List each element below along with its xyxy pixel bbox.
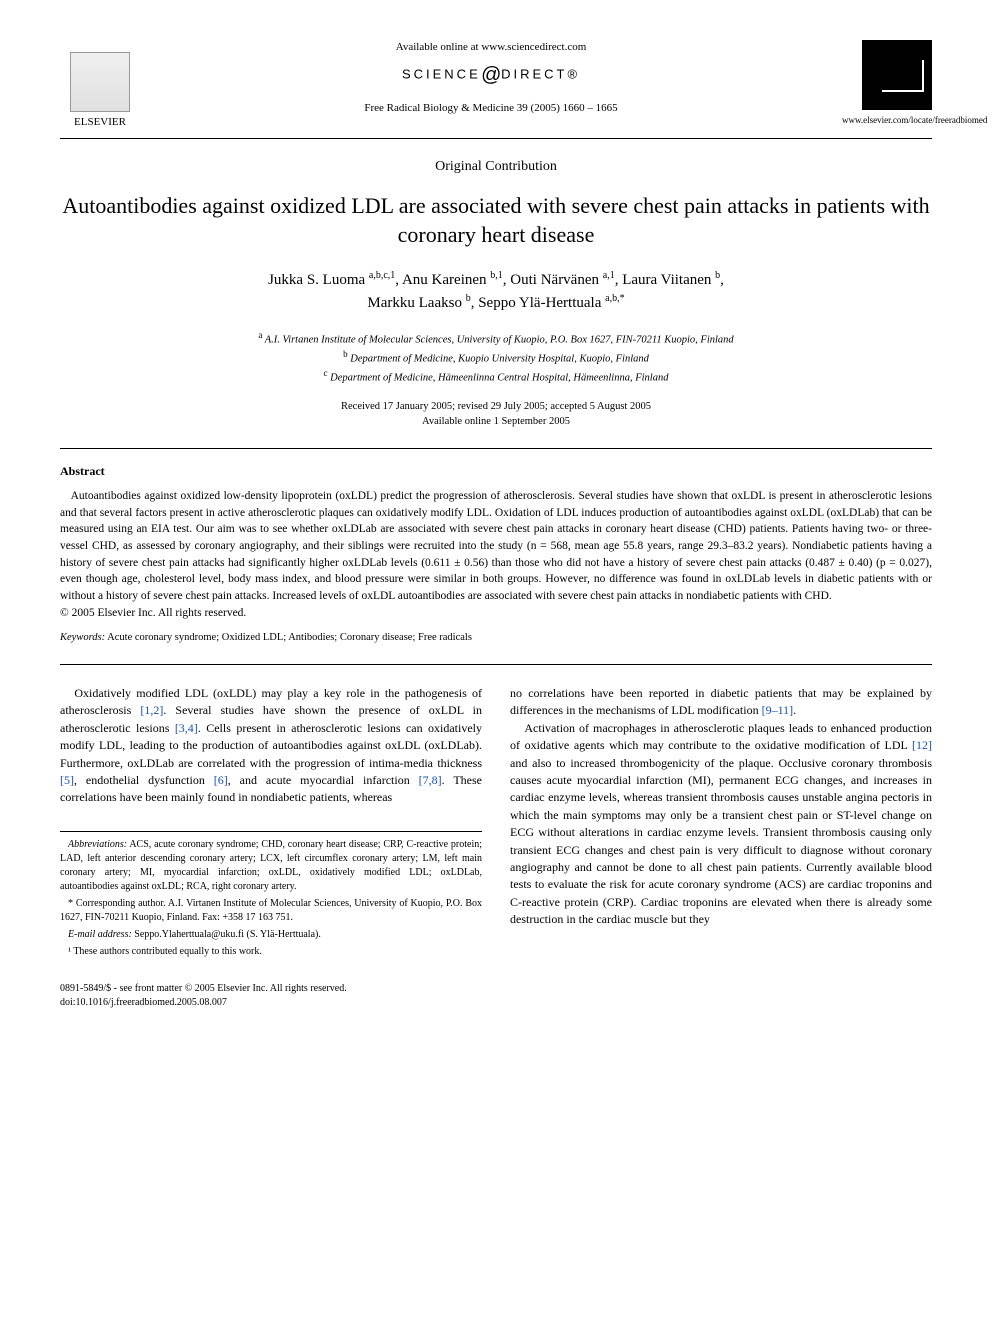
authors-block: Jukka S. Luoma a,b,c,1, Anu Kareinen b,1… [60,268,932,315]
article-title: Autoantibodies against oxidized LDL are … [60,191,932,250]
column-right: no correlations have been reported in di… [510,685,932,962]
keywords-label: Keywords: [60,632,105,643]
citation-link[interactable]: [9–11] [762,703,794,717]
divider [60,138,932,139]
citation-link[interactable]: [7,8] [419,773,442,787]
publisher-name: ELSEVIER [74,115,126,130]
citation-link[interactable]: [1,2] [140,703,163,717]
keywords-block: Keywords: Acute coronary syndrome; Oxidi… [60,631,932,646]
journal-reference: Free Radical Biology & Medicine 39 (2005… [160,101,822,116]
abstract-heading: Abstract [60,463,932,480]
citation-link[interactable]: [12] [912,738,932,752]
header-row: ELSEVIER Available online at www.science… [60,40,932,130]
footer-block: 0891-5849/$ - see front matter © 2005 El… [60,982,932,1010]
body-paragraph: no correlations have been reported in di… [510,685,932,720]
journal-cover-icon [862,40,932,110]
footnotes-block: Abbreviations: ACS, acute coronary syndr… [60,831,482,959]
sciencedirect-logo: SCIENCE@DIRECT® [160,61,822,89]
dates-block: Received 17 January 2005; revised 29 Jul… [60,399,932,431]
citation-link[interactable]: [6] [214,773,228,787]
elsevier-tree-icon [70,52,130,112]
available-online-text: Available online at www.sciencedirect.co… [160,40,822,55]
body-paragraph: Oxidatively modified LDL (oxLDL) may pla… [60,685,482,807]
journal-logo-block: www.elsevier.com/locate/freeradbiomed [842,40,932,127]
divider [60,664,932,665]
article-type: Original Contribution [60,157,932,177]
body-paragraph: Activation of macrophages in atheroscler… [510,720,932,929]
header-center: Available online at www.sciencedirect.co… [140,40,842,117]
citation-link[interactable]: [3,4] [175,721,198,735]
column-left: Oxidatively modified LDL (oxLDL) may pla… [60,685,482,962]
affiliations-block: a A.I. Virtanen Institute of Molecular S… [60,329,932,387]
abstract-text: Autoantibodies against oxidized low-dens… [60,488,932,621]
divider [60,448,932,449]
journal-url: www.elsevier.com/locate/freeradbiomed [842,114,932,127]
citation-link[interactable]: [5] [60,773,74,787]
publisher-logo: ELSEVIER [60,40,140,130]
body-columns: Oxidatively modified LDL (oxLDL) may pla… [60,685,932,962]
at-symbol-icon: @ [481,64,501,86]
